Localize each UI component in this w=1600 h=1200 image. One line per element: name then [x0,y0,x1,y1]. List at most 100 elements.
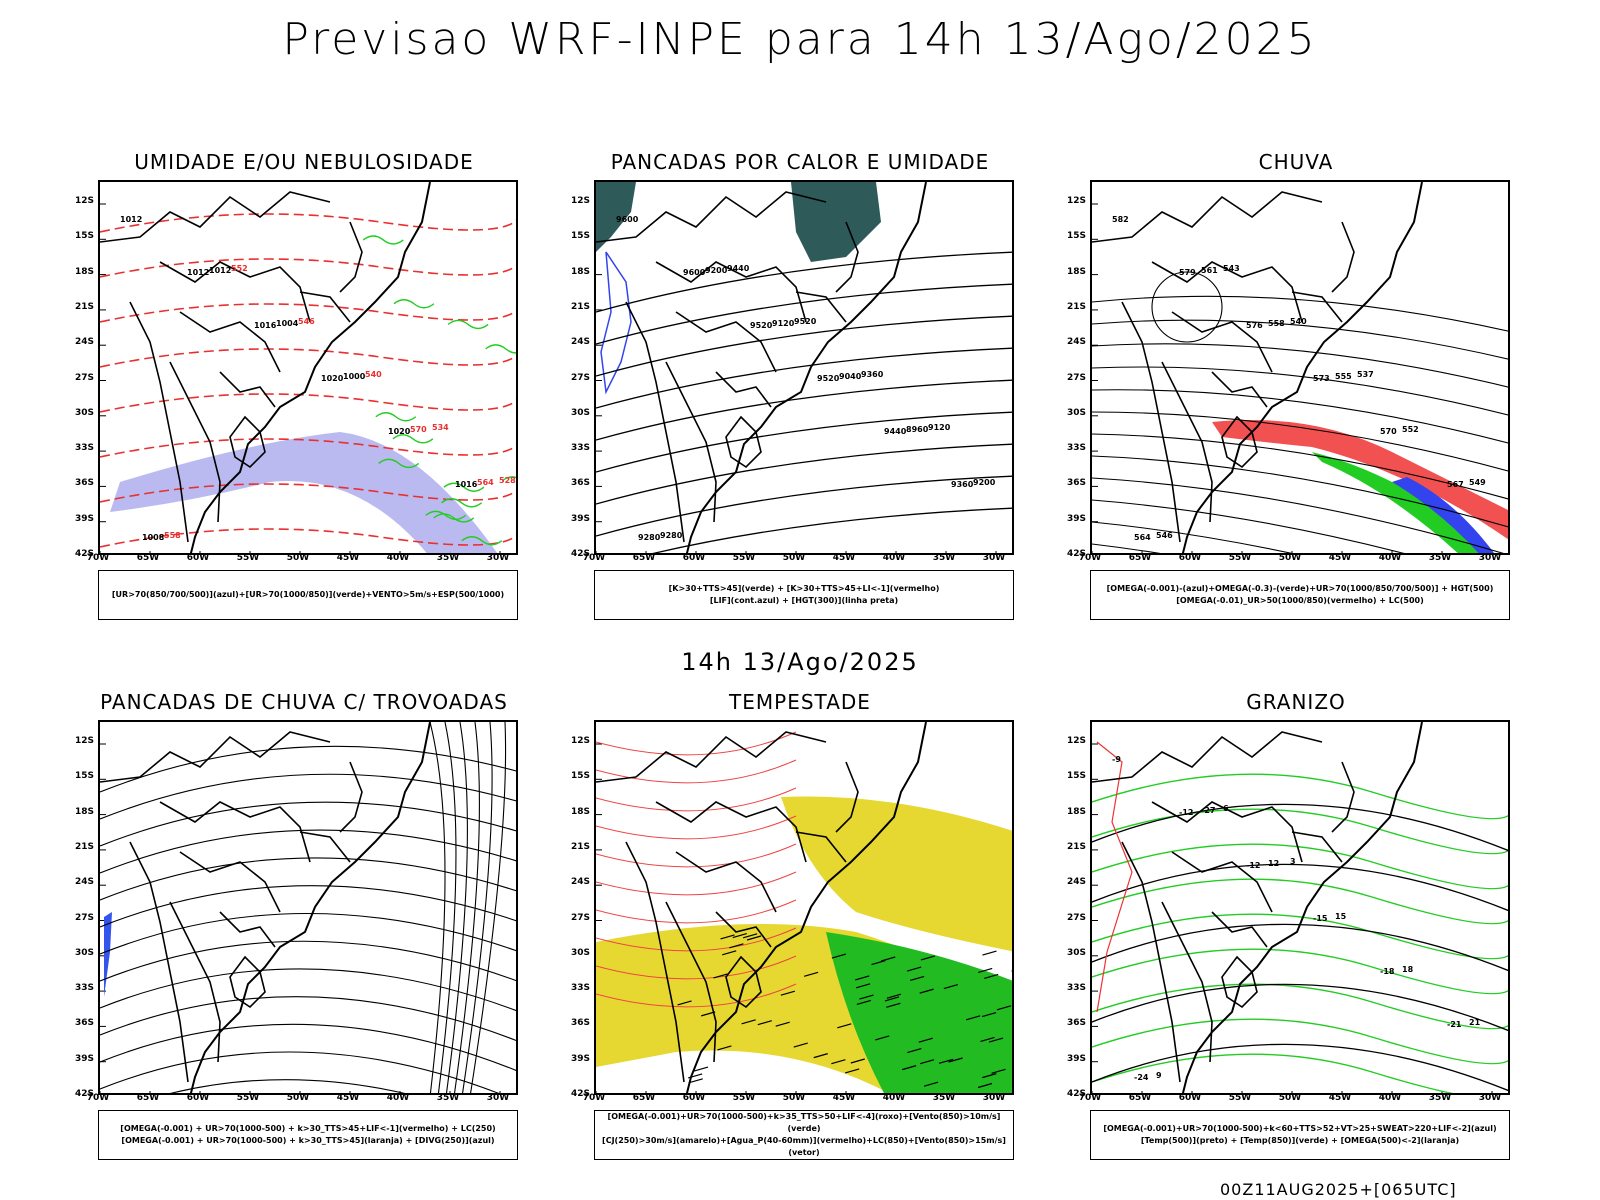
lon-tick-label: 70W [1078,1093,1102,1103]
hgt300-contour [596,475,1012,537]
contour-label: -24 [1134,1073,1149,1082]
streamline [470,722,507,1093]
wind-vector [918,1037,933,1043]
lon-tick-label: 70W [86,1093,110,1103]
lat-tick-label: 33S [74,443,94,454]
lat-tick-label: 12S [74,736,94,746]
wind850-fill [826,932,1012,1093]
country-border [1161,901,1213,1063]
lon-tick-label: 35W [436,553,460,563]
instability-fill [791,182,881,262]
thickness-contour [100,348,516,368]
contour-label: 579 [1179,268,1196,277]
contour-label: 561 [1201,266,1218,275]
streamline [100,857,516,901]
lon-tick-label: 35W [932,1093,956,1103]
country-border [159,801,311,863]
lat-tick-label: 21S [74,841,94,852]
streamline [100,745,516,793]
contour-label: 1020 [321,374,344,383]
legend-box: [OMEGA(-0.001)+UR>70(1000-500)+k<60+TTS>… [1090,1110,1510,1160]
wind-vector [881,956,896,962]
map-canvas [100,722,516,1093]
humidity-contour [443,482,485,492]
streamline [170,1079,405,1093]
map-panel-granizo: GRANIZO 12S 15S 18S 21S 24S 27S 30S 33S 36S 39S 42S… [1056,690,1536,1160]
legend-line: [OMEGA(-0.001)+UR>70(1000-500)+k<60+TTS>… [1103,1124,1497,1133]
map-canvas [596,722,1012,1093]
country-border [1221,955,1258,1009]
hgt300-contour [596,347,1012,409]
map-frame [98,720,518,1095]
lon-tick-label: 30W [486,1093,510,1103]
wind-vector [837,1023,852,1029]
panel-title: TEMPESTADE [729,690,871,714]
lon-tick-label: 50W [782,1093,806,1103]
contour-label: 9360 [951,480,974,489]
contour-label: 1020 [388,427,411,436]
panel-title: GRANIZO [1246,690,1346,714]
contour-label: 546 [1156,531,1173,540]
lat-tick-label: 30S [1066,947,1086,958]
lon-tick-label: 40W [386,553,410,563]
contour-label: 9440 [727,264,750,273]
lat-tick-label: 27S [74,912,94,923]
temp850-contour [1092,1053,1454,1093]
streamline [1092,295,1508,332]
contour-label: 9520 [817,374,840,383]
lat-tick-label: 42S [74,1089,94,1099]
humidity-contour [393,299,435,309]
lon-tick-label: 40W [386,1093,410,1103]
lat-tick-label: 27S [74,372,94,383]
lat-tick-label: 33S [1066,443,1086,454]
lon-tick-label: 35W [436,1093,460,1103]
lat-tick-label: 39S [74,513,94,524]
country-border [129,841,189,1083]
wind-vector [732,933,747,939]
streamline [1092,319,1508,360]
country-border [1092,191,1323,243]
lat-tick-label: 39S [570,1053,590,1064]
country-border [299,831,351,863]
legend-line: [OMEGA(-0.001)+UR>70(1000-500)+k>35_TTS>… [607,1112,1001,1133]
wind-vector [886,1002,901,1008]
lc850-contour [596,955,797,980]
wind-vector [757,1020,772,1026]
contour-label: 1008 [142,533,165,542]
humidity-contour [378,458,420,469]
rain-fill [1212,420,1508,540]
country-border [100,731,331,783]
contour-label: 573 [1313,374,1330,383]
legend-box: [OMEGA(-0.001) + UR>70(1000-500) + k>30_… [98,1110,518,1160]
lc850-contour [596,899,797,924]
lat-tick-label: 27S [1066,372,1086,383]
lat-tick-label: 24S [74,877,94,888]
lat-tick-label: 42S [1066,549,1086,559]
map-frame: -9 -12 -12 -15 -18 -21 -24 -27 12 15 18 21 9 6 3 [1090,720,1510,1095]
lat-tick-label: 15S [74,231,94,242]
streamline [100,773,516,820]
lat-tick-label: 36S [570,478,590,489]
lc850-contour [596,843,797,868]
wind-vector [965,1015,981,1021]
country-border [655,801,807,863]
lon-tick-label: 60W [1178,553,1202,563]
lat-tick-label: 24S [1066,877,1086,888]
temp850-contour [1092,948,1508,995]
lon-tick-label: 55W [236,1093,260,1103]
legend-line: [Temp(500)](preto) + [Temp(850)](verde) … [1140,1136,1460,1145]
streamline [453,722,480,1093]
country-border [725,415,762,469]
temp850-contour [1092,1018,1508,1065]
contour-label: 9360 [861,370,884,379]
lat-tick-label: 39S [570,513,590,524]
lat-tick-label: 18S [570,266,590,277]
coastline [685,182,927,553]
wind-vector [722,950,737,956]
country-border [625,841,685,1083]
map-canvas: 1012101210161020102010161008101210041000… [100,182,516,553]
contour-label: 543 [1223,264,1240,273]
streamline [1092,343,1508,388]
jet-fill [781,796,1012,952]
lon-tick-label: 60W [1178,1093,1202,1103]
